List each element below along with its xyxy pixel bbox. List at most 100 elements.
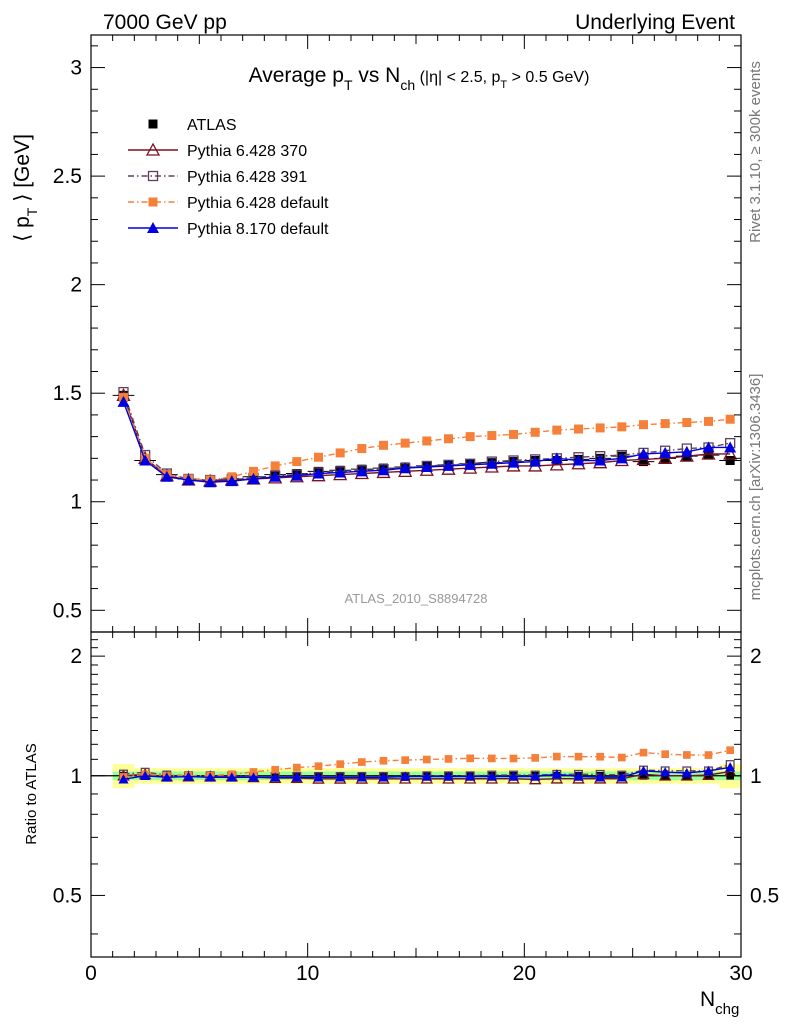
data-point-p8_default <box>615 452 628 464</box>
main-panel: 0.5 1 1.5 2 2.5 3 <box>53 34 742 633</box>
data-point-p6_default <box>335 448 345 458</box>
ratio-point-p8_default <box>703 765 714 776</box>
ratio-point-p6_default <box>596 752 604 761</box>
ratio-point-p8_default <box>443 771 454 781</box>
data-point-p6_default <box>422 436 432 446</box>
y-axis-label-ratio: Ratio to ATLAS <box>23 743 40 844</box>
legend-item-p8_default: Pythia 8.170 default <box>128 221 329 238</box>
legend-item-atlas: ATLAS <box>148 117 237 134</box>
data-point-p8_default <box>507 456 520 468</box>
legend-label: Pythia 8.170 default <box>187 221 329 238</box>
data-point-p6_default <box>574 424 583 434</box>
y-tick-label: 3 <box>70 57 82 80</box>
ratio-point-p6_default <box>488 754 496 763</box>
data-point-p8_default <box>724 441 737 453</box>
analysis-watermark: ATLAS_2010_S8894728 <box>345 591 488 606</box>
data-point-p8_default <box>117 395 130 407</box>
ratio-point-p8_default <box>595 772 606 782</box>
ratio-point-p8_default <box>226 772 237 782</box>
ratio-point-p8_default <box>313 772 324 782</box>
ratio-point-p8_default <box>378 772 389 782</box>
data-point-p8_default <box>485 457 498 469</box>
data-point-p6_default <box>314 452 323 462</box>
data-point-p6_default <box>639 420 648 430</box>
side-text-rivet: Rivet 3.1.10, ≥ 300k events <box>747 61 764 243</box>
legend-marker <box>148 197 158 207</box>
y-tick-label: 2 <box>70 274 82 297</box>
data-point-p6_default <box>682 418 692 428</box>
data-point-p8_default <box>247 472 260 484</box>
ratio-point-p8_default <box>638 765 649 776</box>
ratio-point-p6_default <box>423 755 431 764</box>
ratio-point-p8_default <box>400 771 411 781</box>
ratio-point-p6_default <box>401 756 409 764</box>
data-point-p8_default <box>160 470 173 482</box>
data-point-p6_370 <box>701 446 716 460</box>
y-tick-label: 0.5 <box>53 884 82 907</box>
data-point-p6_default <box>465 432 475 442</box>
y-tick-label: 0.5 <box>53 599 82 622</box>
legend-marker <box>148 119 158 129</box>
y-tick-label-right: 1 <box>750 765 762 788</box>
data-point-p6_default <box>249 466 258 476</box>
data-point-p6_default <box>704 416 713 426</box>
data-point-p8_default <box>377 464 390 476</box>
ratio-point-p6_default <box>704 751 713 759</box>
ratio-point-p8_default <box>725 762 736 772</box>
data-point-atlas <box>704 450 713 460</box>
ratio-axis-ticks: 0 10 20 30 0.5 0.5 1 1 2 2 <box>53 632 779 985</box>
data-point-p6_default <box>552 425 562 435</box>
ratio-point-p8_default <box>486 771 497 781</box>
ratio-point-p8_default <box>530 771 541 781</box>
ratio-point-p6_default <box>618 753 626 762</box>
ratio-point-p8_default <box>118 774 129 784</box>
ratio-frame <box>90 631 742 958</box>
ratio-point-p8_default <box>681 767 692 778</box>
data-point-p8_default <box>290 469 303 481</box>
ratio-point-p6_default <box>683 751 691 759</box>
data-point-p8_default <box>269 470 282 482</box>
main-axis-ticks: 0.5 1 1.5 2 2.5 3 <box>53 35 742 632</box>
data-point-p8_default <box>637 447 650 459</box>
legend-marker <box>145 142 161 156</box>
data-point-p6_default <box>617 422 627 432</box>
side-text-mcplots: mcplots.cern.ch [arXiv:1306.3436] <box>747 374 764 601</box>
data-point-p6_default <box>595 423 605 433</box>
y-tick-label: 1 <box>70 491 82 514</box>
data-point-p8_default <box>464 458 477 470</box>
series-p8_default-ratio <box>118 762 736 784</box>
data-point-p8_default <box>355 465 368 477</box>
legend: ATLAS Pythia 6.428 370 Pythia 6.428 391 Pyt… <box>128 117 329 238</box>
x-tick-label: 0 <box>85 962 97 985</box>
data-point-p6_370 <box>723 446 738 460</box>
ratio-point-p8_default <box>140 770 151 781</box>
legend-label: Pythia 6.428 391 <box>187 169 307 186</box>
ratio-point-p8_default <box>465 771 476 781</box>
y-tick-label: 2 <box>70 645 82 668</box>
ratio-point-p6_default <box>271 765 279 774</box>
y-tick-label: 1.5 <box>53 382 82 405</box>
ratio-point-p8_default <box>616 772 627 782</box>
legend-label: ATLAS <box>187 117 237 134</box>
data-point-p8_default <box>702 441 715 453</box>
ratio-point-p8_default <box>291 772 302 782</box>
data-point-p8_default <box>442 459 455 471</box>
data-point-p6_default <box>725 414 735 424</box>
ratio-point-atlas <box>639 771 648 780</box>
ratio-point-p6_default <box>639 748 648 757</box>
x-tick-label: 20 <box>513 962 536 985</box>
legend-item-p6_391: Pythia 6.428 391 <box>128 169 307 186</box>
ratio-point-p6_default <box>444 755 453 763</box>
y-axis-label-main: ⟨ pT ⟩ [GeV] <box>11 134 40 242</box>
y-tick-label: 1 <box>70 765 82 788</box>
data-point-p8_default <box>204 476 217 488</box>
data-point-p8_default <box>312 467 325 479</box>
ratio-point-p6_default <box>314 762 323 771</box>
data-point-p8_default <box>529 455 542 467</box>
ratio-point-p8_default <box>270 772 281 782</box>
data-point-p8_default <box>334 466 347 478</box>
data-point-p8_default <box>225 475 238 487</box>
y-tick-label: 2.5 <box>53 165 82 188</box>
x-tick-label: 10 <box>296 962 319 985</box>
data-point-p8_default <box>550 452 563 464</box>
